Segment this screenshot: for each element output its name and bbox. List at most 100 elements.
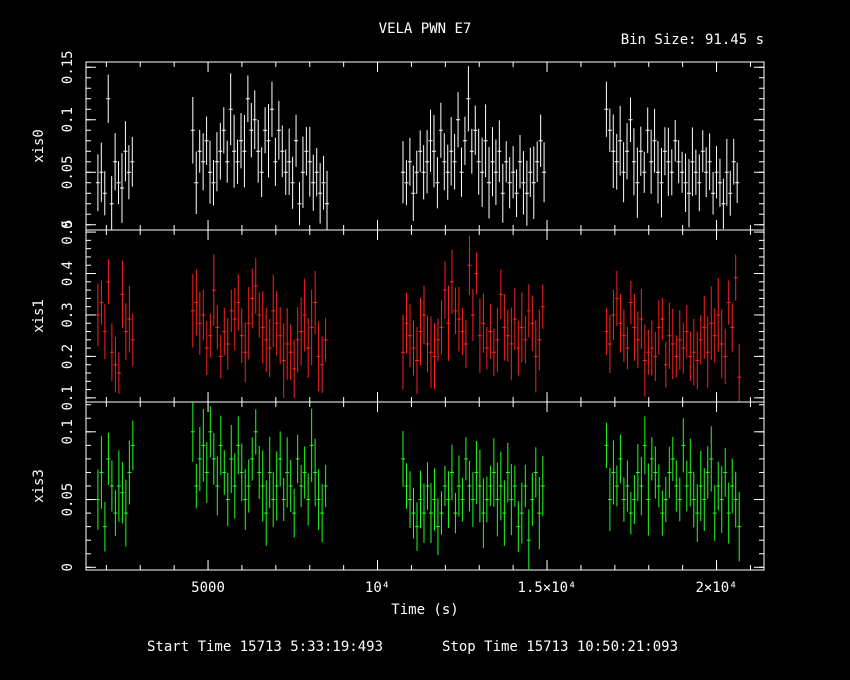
data-point: [540, 455, 545, 517]
data-point: [631, 128, 636, 196]
data-point: [490, 127, 495, 197]
data-point: [653, 331, 658, 381]
data-point: [309, 408, 314, 482]
data-point: [225, 140, 230, 183]
data-point: [278, 307, 283, 365]
data-point: [123, 303, 128, 360]
data-point: [232, 288, 237, 351]
data-point: [709, 426, 714, 492]
data-point: [705, 446, 710, 499]
data-point: [705, 316, 710, 389]
data-point: [435, 318, 440, 362]
data-point: [208, 313, 213, 358]
data-point: [201, 133, 206, 191]
data-point: [197, 426, 202, 491]
data-point: [421, 145, 426, 200]
data-point: [611, 290, 616, 340]
data-point: [531, 146, 536, 219]
data-point: [660, 297, 665, 341]
data-point: [106, 259, 111, 305]
data-point: [242, 115, 247, 188]
data-point: [663, 476, 668, 523]
data-point: [526, 509, 531, 570]
data-point: [628, 97, 633, 143]
data-point: [717, 158, 722, 207]
data-point: [411, 320, 416, 376]
data-point: [109, 323, 114, 382]
x-tick-label: 1.5×10⁴: [518, 580, 577, 596]
data-point: [712, 485, 717, 542]
data-point: [421, 285, 426, 345]
data-point: [414, 150, 419, 194]
data-point: [292, 339, 297, 399]
data-point: [250, 437, 255, 481]
data-point: [700, 130, 705, 173]
data-point: [113, 133, 118, 191]
data-point: [256, 119, 261, 183]
data-point: [428, 316, 433, 389]
data-point: [498, 451, 503, 521]
data-point: [618, 293, 623, 353]
data-point: [635, 147, 640, 218]
data-point: [218, 122, 223, 180]
data-point: [197, 129, 202, 173]
data-point: [521, 151, 526, 215]
data-point: [113, 336, 118, 393]
data-point: [460, 308, 465, 356]
data-point: [533, 447, 538, 498]
data-point: [466, 66, 471, 132]
data-point: [737, 491, 742, 562]
data-point: [290, 156, 295, 209]
data-point: [425, 315, 430, 373]
data-point: [488, 304, 493, 359]
data-point: [404, 160, 409, 206]
data-point: [530, 473, 535, 526]
data-point: [304, 127, 309, 176]
data-point: [432, 323, 437, 390]
data-point: [259, 147, 264, 198]
data-point: [695, 331, 700, 390]
data-point: [271, 274, 276, 348]
data-point: [243, 469, 248, 530]
data-point: [414, 327, 419, 395]
data-point: [263, 107, 268, 154]
data-point: [533, 320, 538, 393]
data-point: [674, 335, 679, 378]
data-point: [670, 436, 675, 481]
data-point: [517, 134, 522, 189]
data-point: [621, 309, 626, 363]
data-point: [704, 147, 709, 198]
data-point: [519, 292, 524, 363]
data-point: [691, 319, 696, 386]
data-point: [669, 149, 674, 196]
data-point: [116, 352, 121, 394]
data-point: [649, 437, 654, 481]
data-point: [673, 119, 678, 162]
data-point: [474, 252, 479, 295]
data-point: [267, 436, 272, 509]
data-point: [257, 292, 262, 338]
data-point: [512, 465, 517, 507]
data-point: [628, 280, 633, 325]
data-point: [294, 114, 299, 167]
data-point: [302, 446, 307, 499]
data-point: [232, 453, 237, 519]
data-point: [481, 293, 486, 353]
data-point: [238, 113, 243, 169]
data-point: [246, 287, 251, 360]
y-tick-label: 0.2: [60, 344, 76, 369]
data-point: [611, 114, 616, 189]
data-point: [428, 109, 433, 172]
data-point: [735, 162, 740, 203]
data-point: [245, 75, 250, 123]
data-point: [452, 134, 457, 190]
data-point: [222, 450, 227, 495]
data-point: [442, 133, 447, 191]
data-point: [316, 469, 321, 531]
data-point: [127, 440, 132, 505]
data-point: [442, 465, 447, 507]
data-point: [537, 309, 542, 371]
data-point: [621, 477, 626, 522]
data-point: [211, 159, 216, 206]
data-point: [697, 154, 702, 212]
